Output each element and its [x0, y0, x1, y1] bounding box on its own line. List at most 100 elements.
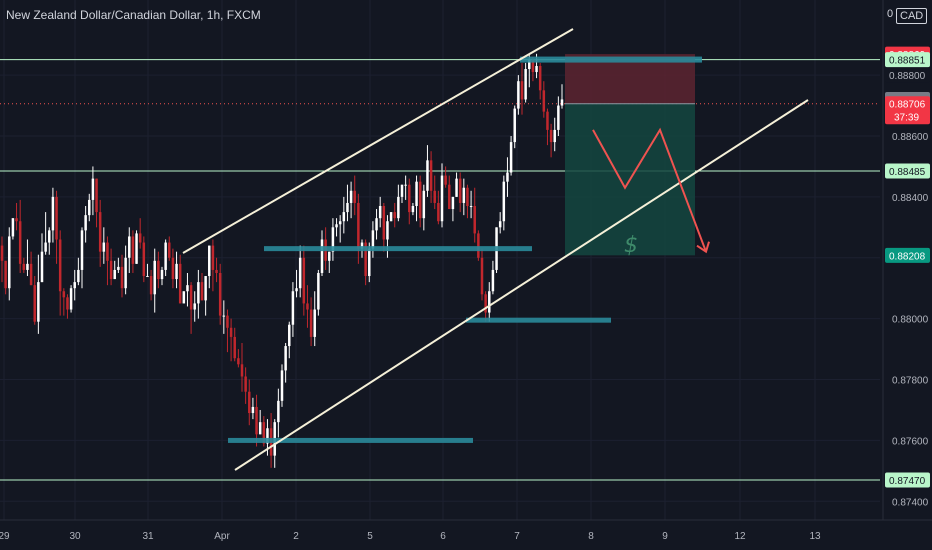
candle-body	[531, 59, 535, 73]
candle-body	[288, 324, 291, 347]
price-label: 0.88800	[889, 71, 926, 82]
candle-body	[284, 346, 287, 371]
candle-body	[182, 291, 186, 304]
candle-body	[142, 242, 146, 277]
candle-body	[98, 212, 102, 252]
candle-body	[440, 175, 444, 222]
candle-body	[542, 90, 546, 112]
candle-body	[466, 187, 469, 207]
candle-body	[55, 196, 58, 240]
candle-body	[160, 269, 164, 280]
candle-body	[451, 196, 455, 210]
candle-body	[404, 184, 407, 186]
support-zone[interactable]	[264, 246, 532, 252]
price-tick-label: 0.87800	[892, 376, 929, 387]
projection-path[interactable]	[592, 127, 710, 254]
candle-body	[258, 422, 262, 435]
candle-body	[513, 108, 516, 143]
candle-body	[364, 242, 367, 277]
candle-body	[37, 282, 40, 322]
price-axis[interactable]: 0.874000.876000.878000.880000.882000.884…	[882, 0, 932, 550]
time-tick-label: 12	[734, 531, 746, 542]
candle-body	[88, 199, 91, 216]
candle-body	[171, 257, 175, 280]
candle-body	[102, 242, 106, 252]
time-tick-label: 29	[0, 531, 10, 542]
horizontal-levels[interactable]	[0, 59, 880, 481]
price-tick-label: 0.87400	[892, 497, 929, 508]
candle-body	[295, 288, 298, 292]
price-axis-bg	[883, 0, 932, 550]
resistance-zone[interactable]	[520, 56, 702, 63]
candle-body	[262, 422, 266, 444]
candle-body	[120, 266, 124, 289]
candle-body	[509, 142, 513, 173]
candle-body	[408, 184, 411, 213]
candle-body	[528, 59, 531, 70]
price-channel[interactable]	[182, 28, 809, 471]
support-zone[interactable]	[466, 317, 611, 323]
candle-body	[502, 181, 506, 222]
candle-body	[26, 263, 29, 270]
candle-body	[84, 215, 87, 231]
time-tick-label: 7	[514, 531, 520, 542]
candle-body	[106, 242, 109, 261]
support-zones[interactable]	[228, 56, 702, 443]
grid	[0, 0, 880, 520]
candle-body	[18, 221, 22, 264]
candle-body	[553, 129, 556, 143]
candle-body	[113, 269, 116, 280]
short-position[interactable]: $	[565, 54, 695, 258]
candle-body	[168, 242, 171, 258]
candle-body	[131, 236, 135, 264]
candle-body	[11, 218, 15, 237]
candle-body	[117, 266, 120, 270]
chart-title: New Zealand Dollar/Canadian Dollar, 1h, …	[6, 8, 261, 22]
candle-body	[309, 309, 313, 337]
candle-body	[58, 239, 62, 292]
candles	[0, 53, 564, 468]
price-tick-label: 0.88600	[892, 132, 929, 143]
candle-body	[353, 190, 356, 203]
corner-zero: 0	[887, 8, 894, 20]
candle-body	[200, 282, 204, 301]
candle-body	[302, 257, 306, 304]
candle-body	[62, 291, 66, 298]
candle-body	[298, 257, 302, 289]
price-tick-label: 0.88000	[892, 315, 929, 326]
price-label-box	[885, 472, 930, 488]
candle-body	[429, 160, 433, 191]
candle-body	[335, 224, 338, 228]
candle-body	[215, 269, 218, 273]
candle-body	[397, 196, 400, 219]
candle-body	[535, 65, 538, 73]
candle-body	[277, 400, 280, 423]
candle-body	[331, 227, 335, 252]
candle-body	[244, 376, 247, 392]
candle-body	[506, 172, 509, 182]
candle-body	[320, 239, 324, 273]
candle-body	[80, 230, 84, 270]
price-label: 0.88706	[889, 100, 926, 111]
candle-body	[157, 260, 160, 280]
candle-body	[48, 230, 51, 243]
projection-line[interactable]	[592, 127, 707, 253]
support-zone[interactable]	[228, 437, 473, 443]
candle-body	[360, 242, 364, 249]
currency-button[interactable]: CAD	[896, 8, 928, 24]
candle-body	[437, 202, 440, 222]
candle-body	[455, 178, 458, 197]
candle-body	[69, 288, 73, 310]
candle-body	[433, 190, 436, 203]
candle-body	[255, 406, 258, 435]
channel-lower-line[interactable]	[234, 99, 809, 471]
candle-body	[426, 160, 429, 191]
candle-body	[193, 303, 196, 310]
time-tick-label: Apr	[214, 531, 230, 542]
channel-upper-line[interactable]	[182, 28, 574, 254]
time-axis[interactable]: 29 30 31 Apr 2 5 6 7 8 9 12 13	[0, 519, 932, 550]
candle-body	[124, 257, 127, 289]
price-label: 0.88851	[889, 56, 926, 67]
